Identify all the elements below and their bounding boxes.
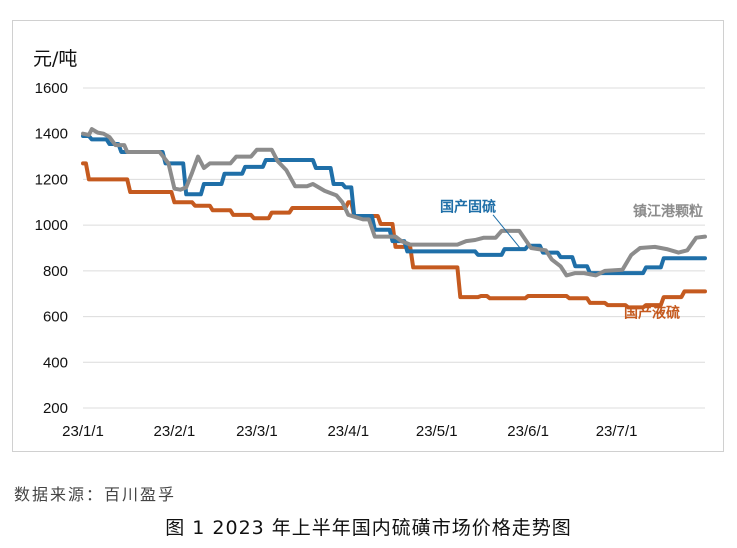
x-tick-label: 23/5/1 bbox=[416, 423, 458, 440]
price-line-chart: 元/吨 200 400 600 800 1000 1200 1400 1600 23/1/1 23/… bbox=[33, 48, 707, 440]
series-label: 国产固硫 bbox=[440, 198, 496, 215]
data-source-note: 数据来源：百川盈孚 bbox=[14, 485, 177, 504]
x-tick-label: 23/6/1 bbox=[507, 423, 549, 440]
chart-frame: 元/吨 200 400 600 800 1000 1200 1400 1600 23/1/1 23/… bbox=[12, 20, 724, 452]
figure-caption: 图 1 2023 年上半年国内硫磺市场价格走势图 bbox=[165, 517, 572, 539]
x-tick-label: 23/1/1 bbox=[62, 423, 104, 440]
y-tick-label: 200 bbox=[43, 400, 68, 417]
y-tick-label: 1400 bbox=[35, 126, 68, 143]
series-label: 国产液硫 bbox=[624, 305, 680, 322]
y-tick-label: 1000 bbox=[35, 217, 68, 234]
y-tick-label: 400 bbox=[43, 354, 68, 371]
x-tick-label: 23/4/1 bbox=[327, 423, 369, 440]
y-tick-label: 1600 bbox=[35, 80, 68, 97]
y-tick-label: 600 bbox=[43, 309, 68, 326]
y-unit-label: 元/吨 bbox=[33, 48, 77, 70]
x-tick-label: 23/2/1 bbox=[154, 423, 196, 440]
series-label: 镇江港颗粒 bbox=[633, 203, 703, 220]
x-tick-label: 23/7/1 bbox=[596, 423, 638, 440]
x-tick-label: 23/3/1 bbox=[236, 423, 278, 440]
y-tick-label: 1200 bbox=[35, 171, 68, 188]
series-line bbox=[81, 134, 707, 276]
series-line bbox=[81, 127, 707, 278]
series-label-leader bbox=[492, 214, 522, 250]
y-tick-label: 800 bbox=[43, 263, 68, 280]
